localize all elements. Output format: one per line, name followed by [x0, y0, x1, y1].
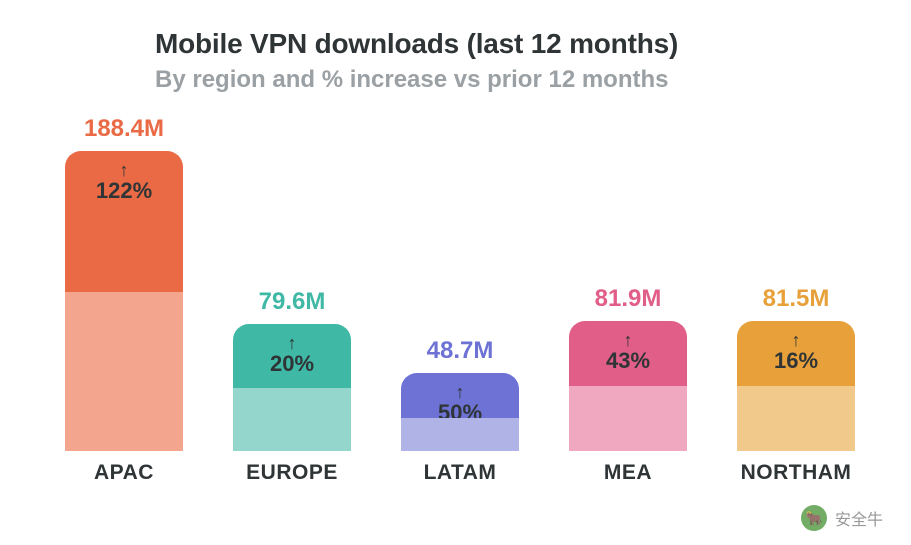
- bar-value-label: 81.5M: [763, 285, 830, 313]
- bar-segment-top: ↑16%: [737, 321, 855, 386]
- bar-value-label: 79.6M: [259, 288, 326, 316]
- bar-category-label: APAC: [94, 461, 154, 485]
- bar-category-label: NORTHAM: [741, 461, 852, 485]
- bar-category-label: EUROPE: [246, 461, 338, 485]
- up-arrow-icon: ↑: [792, 331, 801, 349]
- watermark-label: 安全牛: [835, 506, 883, 530]
- bar-value-label: 188.4M: [84, 115, 164, 143]
- up-arrow-icon: ↑: [624, 331, 633, 349]
- bar-segment-top: ↑43%: [569, 321, 687, 386]
- up-arrow-icon: ↑: [288, 334, 297, 352]
- up-arrow-icon: ↑: [456, 383, 465, 401]
- bar: ↑20%: [233, 324, 351, 451]
- bar-category-label: LATAM: [424, 461, 497, 485]
- bar-segment-top: ↑20%: [233, 324, 351, 388]
- bar-column: 188.4M ↑122% APAC: [40, 115, 208, 485]
- bar-column: 81.5M ↑16% NORTHAM: [712, 285, 880, 485]
- bar-chart: 188.4M↑122%APAC79.6M↑20%EUROPE48.7M↑50%L…: [40, 125, 880, 485]
- bar-pct-label: 20%: [270, 352, 314, 376]
- bar: ↑50%: [401, 373, 519, 451]
- bar-segment-bottom: [737, 386, 855, 451]
- bar-segment-top: ↑122%: [65, 151, 183, 292]
- bar-segment-top: ↑50%: [401, 373, 519, 418]
- bar-value-label: 81.9M: [595, 285, 662, 313]
- bar-pct-label: 122%: [96, 179, 152, 203]
- bar: ↑16%: [737, 321, 855, 451]
- bar-pct-label: 16%: [774, 349, 818, 373]
- bar-segment-bottom: [65, 292, 183, 451]
- chart-subtitle: By region and % increase vs prior 12 mon…: [155, 66, 678, 94]
- bar-pct-label: 43%: [606, 349, 650, 373]
- bar-segment-bottom: [233, 388, 351, 451]
- bar-category-label: MEA: [604, 461, 652, 485]
- watermark-icon: 🐂: [801, 505, 827, 531]
- bar-value-label: 48.7M: [427, 337, 494, 365]
- bar: ↑122%: [65, 151, 183, 451]
- title-block: Mobile VPN downloads (last 12 months) By…: [155, 28, 678, 94]
- bar-segment-bottom: [401, 418, 519, 451]
- chart-title: Mobile VPN downloads (last 12 months): [155, 28, 678, 60]
- bar-column: 81.9M ↑43% MEA: [544, 285, 712, 485]
- watermark: 🐂 安全牛: [801, 505, 883, 531]
- bar-segment-bottom: [569, 386, 687, 451]
- bar-column: 79.6M ↑20% EUROPE: [208, 288, 376, 485]
- up-arrow-icon: ↑: [120, 161, 129, 179]
- bar: ↑43%: [569, 321, 687, 451]
- bar-column: 48.7M ↑50% LATAM: [376, 337, 544, 485]
